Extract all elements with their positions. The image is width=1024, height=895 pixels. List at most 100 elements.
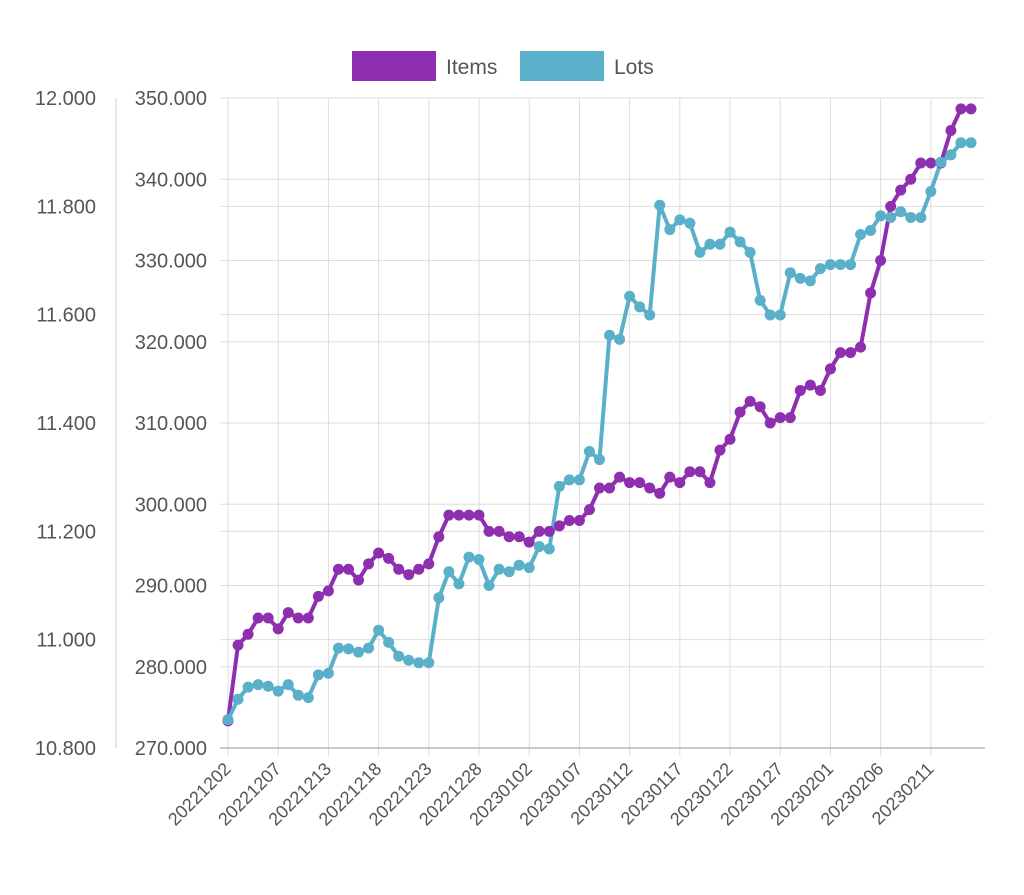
data-point-lots[interactable] bbox=[684, 217, 696, 229]
data-point-lots[interactable] bbox=[824, 259, 836, 271]
data-point-lots[interactable] bbox=[774, 309, 786, 321]
data-point-items[interactable] bbox=[824, 363, 836, 375]
data-point-lots[interactable] bbox=[935, 156, 947, 168]
data-point-items[interactable] bbox=[724, 433, 736, 445]
data-point-items[interactable] bbox=[463, 509, 475, 521]
data-point-items[interactable] bbox=[814, 385, 826, 396]
data-point-lots[interactable] bbox=[875, 210, 887, 222]
data-point-lots[interactable] bbox=[855, 229, 867, 240]
data-point-items[interactable] bbox=[292, 612, 304, 624]
data-point-items[interactable] bbox=[734, 406, 746, 418]
data-point-items[interactable] bbox=[523, 536, 535, 548]
legend-label-lots[interactable]: Lots bbox=[614, 56, 654, 79]
data-point-lots[interactable] bbox=[463, 551, 475, 563]
data-point-lots[interactable] bbox=[543, 543, 555, 555]
data-point-lots[interactable] bbox=[724, 226, 736, 238]
data-point-lots[interactable] bbox=[885, 211, 897, 223]
data-point-items[interactable] bbox=[624, 477, 636, 489]
data-point-lots[interactable] bbox=[292, 689, 304, 701]
data-point-items[interactable] bbox=[383, 552, 395, 564]
data-point-items[interactable] bbox=[704, 477, 716, 489]
data-point-lots[interactable] bbox=[714, 238, 726, 250]
data-point-lots[interactable] bbox=[393, 650, 405, 662]
data-point-lots[interactable] bbox=[413, 657, 425, 669]
data-point-items[interactable] bbox=[363, 558, 375, 570]
legend-swatch-lots[interactable] bbox=[520, 51, 604, 81]
data-point-items[interactable] bbox=[664, 471, 676, 483]
data-point-lots[interactable] bbox=[483, 580, 495, 591]
data-point-items[interactable] bbox=[694, 466, 706, 478]
data-point-items[interactable] bbox=[533, 525, 545, 537]
data-point-items[interactable] bbox=[714, 444, 726, 456]
data-point-items[interactable] bbox=[834, 347, 846, 359]
data-point-items[interactable] bbox=[553, 520, 565, 532]
data-point-items[interactable] bbox=[654, 487, 666, 499]
data-point-items[interactable] bbox=[865, 287, 877, 299]
data-point-items[interactable] bbox=[744, 395, 756, 407]
data-point-items[interactable] bbox=[784, 412, 796, 424]
data-point-lots[interactable] bbox=[925, 185, 937, 197]
data-point-items[interactable] bbox=[573, 515, 585, 526]
data-point-lots[interactable] bbox=[604, 329, 616, 341]
data-point-items[interactable] bbox=[764, 417, 776, 429]
data-point-lots[interactable] bbox=[644, 309, 656, 321]
data-point-lots[interactable] bbox=[262, 680, 274, 692]
data-point-items[interactable] bbox=[845, 347, 857, 359]
data-point-lots[interactable] bbox=[302, 692, 314, 704]
data-point-items[interactable] bbox=[634, 477, 646, 489]
data-point-lots[interactable] bbox=[905, 211, 917, 223]
data-point-items[interactable] bbox=[453, 509, 465, 521]
legend-label-items[interactable]: Items bbox=[446, 56, 497, 79]
data-point-lots[interactable] bbox=[654, 199, 666, 211]
data-point-lots[interactable] bbox=[754, 294, 766, 306]
data-point-lots[interactable] bbox=[764, 309, 776, 321]
data-point-lots[interactable] bbox=[322, 667, 334, 679]
data-point-lots[interactable] bbox=[252, 679, 264, 691]
data-point-items[interactable] bbox=[965, 103, 977, 115]
data-point-lots[interactable] bbox=[915, 211, 927, 223]
data-point-lots[interactable] bbox=[784, 267, 796, 279]
data-point-items[interactable] bbox=[282, 607, 294, 619]
data-point-items[interactable] bbox=[433, 531, 445, 543]
data-point-items[interactable] bbox=[563, 515, 575, 526]
data-point-items[interactable] bbox=[373, 547, 385, 559]
data-point-items[interactable] bbox=[302, 612, 314, 624]
data-point-items[interactable] bbox=[423, 558, 435, 570]
data-point-items[interactable] bbox=[583, 504, 595, 516]
chart-legend[interactable]: Items Lots bbox=[352, 51, 654, 81]
data-point-lots[interactable] bbox=[312, 669, 324, 681]
data-point-items[interactable] bbox=[754, 401, 766, 413]
data-point-lots[interactable] bbox=[583, 445, 595, 457]
data-point-lots[interactable] bbox=[794, 272, 806, 284]
data-point-lots[interactable] bbox=[664, 224, 676, 236]
data-point-items[interactable] bbox=[855, 341, 867, 353]
data-point-lots[interactable] bbox=[373, 624, 385, 636]
data-point-lots[interactable] bbox=[614, 333, 626, 345]
data-point-items[interactable] bbox=[403, 569, 415, 581]
data-point-lots[interactable] bbox=[383, 636, 395, 648]
data-point-items[interactable] bbox=[262, 612, 274, 624]
data-point-items[interactable] bbox=[614, 471, 626, 483]
data-point-items[interactable] bbox=[513, 531, 525, 543]
data-point-items[interactable] bbox=[312, 590, 324, 602]
data-point-items[interactable] bbox=[945, 125, 957, 136]
data-point-lots[interactable] bbox=[834, 259, 846, 271]
data-point-lots[interactable] bbox=[563, 474, 575, 486]
data-point-lots[interactable] bbox=[704, 238, 716, 250]
data-point-items[interactable] bbox=[674, 477, 686, 489]
data-point-lots[interactable] bbox=[363, 642, 375, 654]
data-point-items[interactable] bbox=[252, 612, 264, 624]
data-point-lots[interactable] bbox=[965, 137, 977, 149]
data-point-lots[interactable] bbox=[493, 563, 505, 575]
data-point-lots[interactable] bbox=[342, 643, 354, 655]
data-point-items[interactable] bbox=[332, 563, 344, 575]
data-point-lots[interactable] bbox=[503, 566, 515, 578]
legend-swatch-items[interactable] bbox=[352, 51, 436, 81]
data-point-items[interactable] bbox=[804, 379, 816, 391]
data-point-lots[interactable] bbox=[694, 246, 706, 258]
data-point-lots[interactable] bbox=[955, 137, 967, 149]
data-point-lots[interactable] bbox=[553, 480, 565, 492]
data-point-lots[interactable] bbox=[845, 259, 857, 271]
data-point-items[interactable] bbox=[342, 563, 354, 575]
data-point-lots[interactable] bbox=[272, 685, 284, 697]
